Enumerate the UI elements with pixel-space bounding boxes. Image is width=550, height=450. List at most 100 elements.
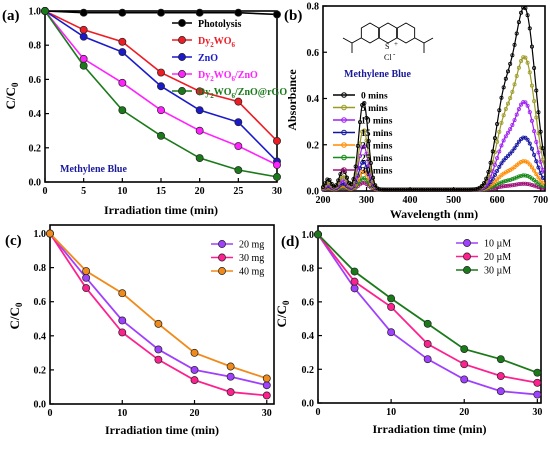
panel-c-data-point [82, 267, 91, 275]
panel-b-y-tick-label: 0.0 [307, 187, 320, 198]
panel-b-data-point [505, 69, 510, 74]
panel-b-data-point [512, 118, 517, 123]
panel-a-x-tick-label: 15 [156, 186, 166, 197]
panel-b-data-point [505, 153, 510, 158]
panel-b-data-point [510, 123, 515, 128]
panel-b-x-axis-title: Wavelength (nm) [390, 207, 478, 221]
panel-c-legend-label: 30 mg [239, 253, 264, 264]
panel-b-data-point [451, 187, 456, 192]
panel-a-data-point [118, 8, 127, 17]
panel-d-data-point [496, 372, 505, 380]
panel-b-legend-label: 20 mins [361, 142, 393, 152]
panel-b-data-point [514, 182, 519, 187]
panel-d-legend-marker [463, 266, 471, 274]
panel-b-data-point [525, 160, 530, 165]
panel-c-data-point [190, 376, 199, 385]
panel-b-data-point [532, 99, 537, 104]
panel-b-data-point [512, 146, 517, 151]
panel-b-data-point [499, 161, 504, 166]
panel-b-data-point [440, 187, 445, 192]
panel-b-data-point [438, 187, 443, 192]
panel-b-data-point [532, 168, 537, 173]
panel-c-data-point [118, 316, 127, 325]
panel-b-data-point [497, 164, 502, 169]
panel-b-data-point [375, 186, 380, 191]
panel-c-series [46, 229, 271, 400]
panel-b-data-point [534, 88, 539, 93]
panel-b-data-point [458, 187, 463, 192]
panel-d-data-point [423, 340, 432, 348]
panel-b-x-tick-label: 300 [359, 195, 374, 206]
panel-c-legend: 20 mg 30 mg 40 mg [211, 240, 264, 278]
panel-b-data-point [510, 53, 515, 58]
panel-b-legend-marker [341, 167, 347, 173]
panel-a-y-tick-label: 0.2 [29, 143, 42, 154]
panel-d-legend-label: 30 µM [484, 266, 511, 277]
panel-b-data-point [521, 5, 526, 10]
panel-b-data-point [495, 168, 500, 173]
panel-b-data-point [508, 183, 513, 188]
panel-c-y-tick-label: 0.8 [34, 263, 47, 274]
panel-b-data-point [336, 178, 341, 183]
panel-b-data-point [516, 65, 521, 70]
panel-b-data-point [360, 169, 365, 174]
panel-b-data-point [495, 182, 500, 187]
panel-b-data-point [403, 187, 408, 192]
structure-bond [423, 37, 434, 44]
panel-b-data-point [499, 184, 504, 189]
panel-a-series [41, 7, 281, 181]
panel-a-legend: Photolysis Dy2WO6 ZnO Dy2WO6/ZnO Dy2WO6/ZnO@… [172, 19, 287, 100]
panel-b-data-point [482, 181, 487, 186]
panel-d-y-tick-label: 1.0 [302, 230, 315, 241]
panel-d-data-point [533, 368, 542, 377]
panel-b-data-point [501, 158, 506, 163]
panel-b-data-point [510, 177, 515, 182]
panel-a-data-point [118, 78, 127, 87]
panel-a-data-point [118, 48, 127, 56]
structure-sulfur-label: S [385, 42, 389, 51]
panel-a-data-point [79, 61, 88, 70]
panel-b-data-point [386, 187, 391, 192]
panel-b-data-point [486, 169, 491, 174]
panel-d-series [314, 230, 542, 399]
panel-a-legend-label: Dy2WO6/ZnO@rGO [198, 87, 287, 100]
panel-b-data-point [503, 107, 508, 112]
panel-b-data-point [516, 182, 521, 187]
panel-b-data-point [497, 108, 502, 113]
panel-b-y-tick-label: 0.4 [307, 94, 320, 105]
panel-a-data-point [118, 37, 127, 46]
panel-d-data-point [496, 355, 505, 364]
panel-d-legend-marker [463, 252, 471, 261]
panel-a-data-point [79, 32, 88, 41]
panel-b-data-point [538, 178, 543, 183]
panel-b: 200 300 400 500 600 700 0.0 0.2 0.4 0.6 0.8 0 mins 5… [284, 2, 548, 222]
panel-d-data-point [423, 319, 432, 328]
panel-b-data-point [540, 167, 545, 172]
panel-b-data-point [505, 178, 510, 183]
panel-c-y-tick-label: 0.4 [34, 331, 47, 342]
panel-c-y-tick-label: 1.0 [34, 229, 47, 240]
panel-b-data-point [371, 175, 376, 180]
panel-b-data-point [492, 162, 497, 167]
panel-d-series [314, 230, 542, 377]
panel-b-data-point [394, 187, 399, 192]
panel-c-series-line [49, 233, 267, 397]
panel-a-data-point [195, 106, 204, 115]
panel-d-legend-label: 10 µM [484, 239, 511, 250]
panel-b-data-point [338, 172, 343, 177]
panel-b-data-point [505, 130, 510, 135]
panel-d-legend: 10 µM 20 µM 30 µM [456, 239, 511, 277]
panel-c-legend-marker [218, 267, 226, 275]
panel-b-data-point [323, 181, 328, 186]
panel-b-data-point [536, 110, 541, 115]
panel-a-x-tick-label: 5 [81, 186, 86, 197]
panel-b-data-point [532, 152, 537, 157]
panel-d-data-point [460, 345, 469, 354]
panel-d-data-point [350, 267, 359, 276]
panel-b-data-point [364, 115, 369, 120]
panel-b-series-line [322, 6, 545, 191]
panel-b-legend-marker [341, 129, 347, 136]
panel-b-data-point [362, 128, 367, 133]
panel-d-y-tick-label: 0.8 [302, 264, 315, 275]
panel-b-data-point [495, 139, 500, 144]
